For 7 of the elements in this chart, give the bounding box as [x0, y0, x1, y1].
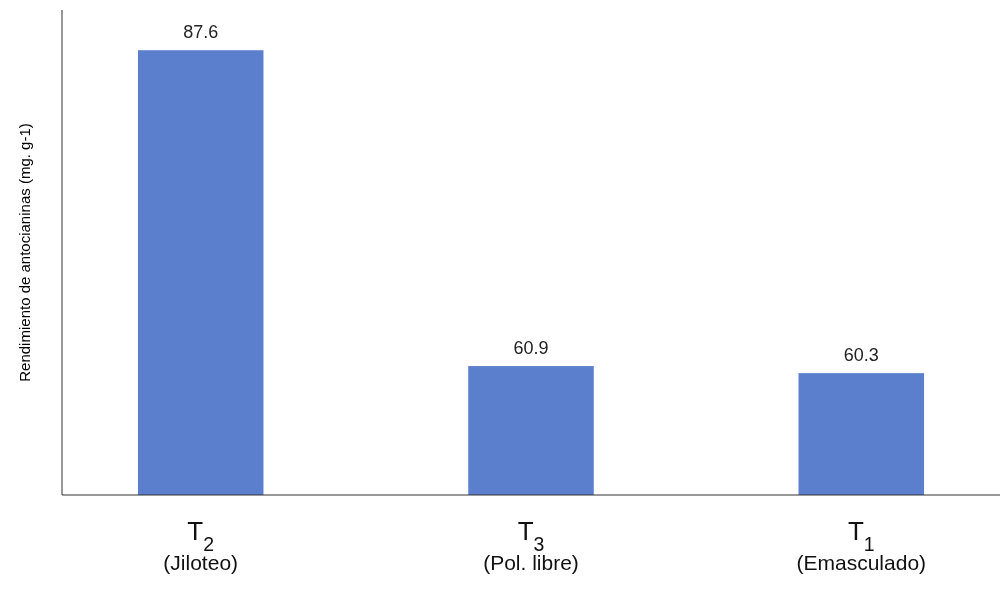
x-tick-label: T$_{2}$ (Jiloteo) [163, 516, 239, 574]
data-label: 60.9 [513, 338, 549, 359]
y-axis-title: Rendimiento de antocianinas (mg. g-1) [16, 123, 33, 382]
data-label: 87.6 [183, 22, 219, 43]
data-label: 60.3 [843, 345, 879, 366]
x-tick-label: T$_{1}$ (Emasculado) [796, 516, 927, 574]
x-tick-label: T$_{3}$ (Pol. libre) [483, 516, 579, 574]
